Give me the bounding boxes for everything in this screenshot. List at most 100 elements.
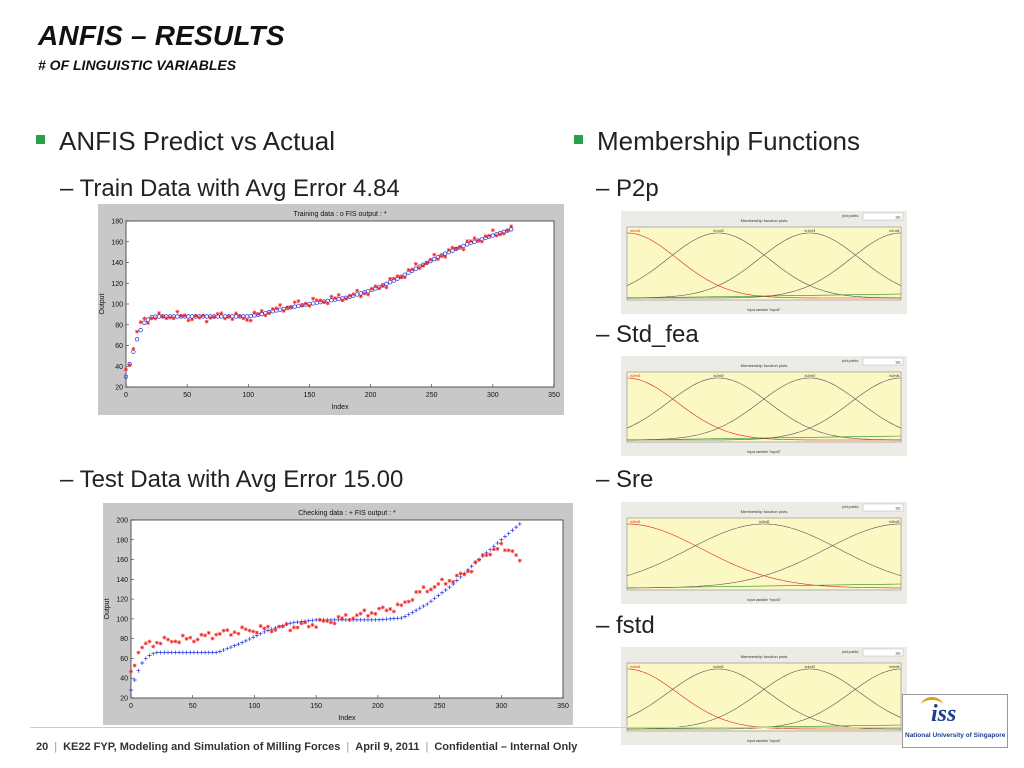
data-point — [439, 253, 444, 258]
x-axis-label: Index — [331, 404, 349, 411]
data-point — [468, 239, 473, 244]
y-tick-label: 140 — [116, 577, 128, 584]
data-point — [358, 611, 363, 616]
data-point — [153, 316, 158, 321]
data-point — [451, 579, 456, 584]
y-tick-label: 60 — [115, 343, 123, 350]
data-point — [318, 298, 323, 303]
data-point — [215, 311, 220, 316]
data-point — [332, 621, 337, 626]
data-point — [395, 616, 400, 621]
data-point — [243, 638, 248, 643]
data-point — [154, 650, 159, 655]
data-point — [517, 521, 522, 526]
data-point — [410, 610, 415, 615]
data-point — [278, 302, 283, 307]
y-tick-label: 200 — [116, 518, 128, 525]
data-point — [514, 553, 519, 558]
mf-label: in2mf4 — [889, 374, 900, 378]
data-point — [402, 275, 407, 280]
data-point — [124, 367, 128, 372]
data-point — [428, 257, 433, 262]
mf-curve — [627, 232, 902, 299]
data-point — [214, 632, 219, 637]
data-point — [149, 316, 154, 321]
data-point — [228, 645, 233, 650]
data-point — [288, 621, 293, 626]
series-1 — [129, 541, 522, 674]
data-point — [208, 315, 213, 320]
data-point — [365, 617, 370, 622]
data-point — [267, 311, 272, 316]
plot-points-label: plot points: — [842, 214, 859, 218]
data-point — [388, 276, 393, 281]
mf-xlabel: input variable "input3" — [747, 598, 782, 602]
data-point — [365, 613, 370, 618]
data-point — [311, 296, 316, 301]
data-point — [506, 548, 511, 553]
data-point — [483, 234, 488, 239]
data-point — [179, 313, 184, 318]
y-axis-label: Output — [104, 598, 111, 619]
data-point — [247, 637, 252, 642]
data-point — [193, 313, 198, 318]
data-point — [421, 585, 426, 590]
data-point — [142, 316, 147, 321]
mf-plot-area — [626, 371, 902, 443]
y-tick-label: 160 — [116, 557, 128, 564]
data-point — [188, 650, 193, 655]
data-point — [362, 608, 367, 613]
data-point — [214, 650, 219, 655]
data-point — [322, 300, 327, 305]
x-tick-label: 150 — [304, 392, 316, 399]
data-point — [509, 224, 514, 229]
mf-plot-svg: Membership function plots plot points: 181… — [626, 648, 904, 743]
mf-label: in4mf3 — [805, 665, 816, 669]
plot-points-value: 181 — [895, 652, 901, 656]
data-point — [273, 628, 278, 633]
data-point — [436, 581, 441, 586]
mf-fstd-label: – fstd — [596, 612, 655, 639]
data-point — [417, 606, 422, 611]
data-point — [166, 650, 171, 655]
data-point — [277, 624, 282, 629]
plot-points-value: 181 — [895, 361, 901, 365]
data-point — [325, 618, 330, 623]
data-point — [147, 639, 152, 644]
data-point — [138, 320, 143, 325]
mf-title: Membership function plots — [741, 218, 788, 223]
data-point — [395, 274, 400, 279]
x-tick-label: 100 — [242, 392, 254, 399]
data-point — [432, 252, 437, 257]
plot-points-value: 181 — [895, 507, 901, 511]
mf-plot-area — [626, 517, 902, 591]
data-point — [406, 599, 411, 604]
data-point — [317, 617, 322, 622]
data-point — [421, 263, 426, 268]
data-point — [380, 283, 385, 288]
test-data-label: – Test Data with Avg Error 15.00 — [60, 466, 404, 493]
data-point — [432, 596, 437, 601]
data-point — [129, 688, 133, 693]
data-point — [498, 232, 503, 237]
data-point — [332, 617, 337, 622]
data-point — [143, 641, 148, 646]
test-chart-svg: Checking data : + FIS output : * Index Out… — [104, 510, 569, 722]
data-point — [517, 558, 522, 563]
data-point — [358, 294, 363, 299]
mf-xlabel: input variable "input4" — [747, 739, 782, 743]
data-point — [266, 624, 271, 629]
data-point — [281, 308, 286, 313]
data-point — [206, 650, 211, 655]
data-point — [247, 628, 252, 633]
data-point — [514, 525, 519, 530]
data-point — [203, 650, 208, 655]
data-point — [140, 660, 145, 665]
data-point — [403, 600, 408, 605]
mf-plot-svg: Membership function plots plot points: 181… — [626, 357, 904, 454]
data-point — [127, 363, 132, 368]
data-point — [158, 641, 163, 646]
data-point — [291, 620, 296, 625]
mf-plot-p2p: Membership function plots plot points: 181… — [621, 211, 907, 314]
data-point — [502, 534, 507, 539]
